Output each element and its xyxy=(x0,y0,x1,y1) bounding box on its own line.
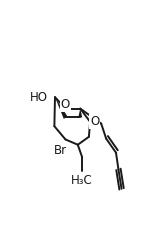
Polygon shape xyxy=(78,109,82,117)
Polygon shape xyxy=(55,97,67,119)
Text: O: O xyxy=(90,115,99,128)
Text: HO: HO xyxy=(30,91,48,104)
Text: H₃C: H₃C xyxy=(71,174,92,186)
Text: O: O xyxy=(61,98,70,111)
Text: Br: Br xyxy=(54,144,67,157)
